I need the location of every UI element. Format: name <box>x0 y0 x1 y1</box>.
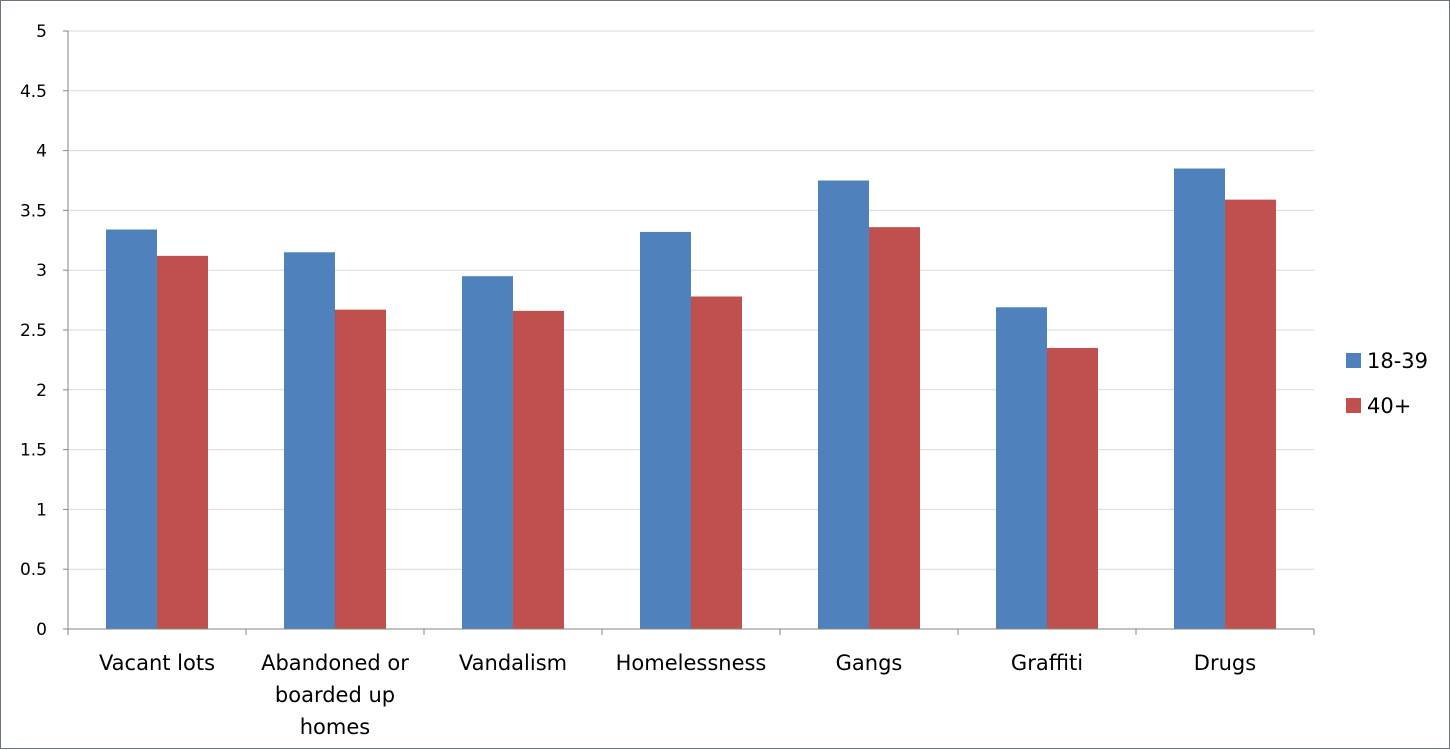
x-category-label: Graffiti <box>1011 651 1083 675</box>
bar-18-39-5 <box>996 307 1047 629</box>
x-axis: Vacant lots Abandoned or boarded up homes Va… <box>67 628 1315 739</box>
x-category-label: Vandalism <box>459 651 567 675</box>
legend-label: 18-39 <box>1367 349 1428 373</box>
x-category-label: Drugs <box>1194 651 1256 675</box>
x-category-label: Gangs <box>836 651 903 675</box>
bar-40--4 <box>869 227 920 630</box>
y-tick-label: 4 <box>36 142 47 162</box>
bars <box>106 168 1276 630</box>
bar-18-39-0 <box>106 229 157 629</box>
y-tick-label: 4.5 <box>20 82 47 102</box>
legend-swatch <box>1346 398 1361 413</box>
bar-40--2 <box>513 310 564 629</box>
x-category-label: Homelessness <box>616 651 767 675</box>
y-axis: 0 0.5 1 1.5 2 2.5 3 3.5 4 4.5 5 <box>20 22 69 640</box>
bar-18-39-3 <box>640 231 691 630</box>
bar-40--1 <box>335 309 386 629</box>
y-tick-label: 2.5 <box>20 321 47 341</box>
bar-40--5 <box>1047 347 1098 629</box>
bar-40--0 <box>157 255 208 629</box>
x-category-label: boarded up <box>275 683 395 707</box>
legend: 18-39 40+ <box>1346 349 1428 418</box>
x-category-label: homes <box>300 715 370 739</box>
bar-18-39-4 <box>818 180 869 629</box>
bar-18-39-2 <box>462 276 513 629</box>
y-tick-label: 2 <box>36 381 47 401</box>
bar-40--3 <box>691 296 742 629</box>
y-tick-label: 1.5 <box>20 441 47 461</box>
x-category-label: Abandoned or <box>261 651 409 675</box>
y-tick-label: 3 <box>36 261 47 281</box>
bar-40--6 <box>1225 199 1276 630</box>
y-tick-label: 5 <box>36 22 47 42</box>
legend-swatch <box>1346 353 1361 368</box>
x-category-label: Vacant lots <box>99 651 215 675</box>
bar-18-39-1 <box>284 252 335 629</box>
y-tick-label: 0 <box>36 620 47 640</box>
y-tick-label: 0.5 <box>20 560 47 580</box>
y-tick-label: 1 <box>36 500 47 520</box>
legend-label: 40+ <box>1367 394 1411 418</box>
y-tick-label: 3.5 <box>20 201 47 221</box>
bar-18-39-6 <box>1174 168 1225 630</box>
